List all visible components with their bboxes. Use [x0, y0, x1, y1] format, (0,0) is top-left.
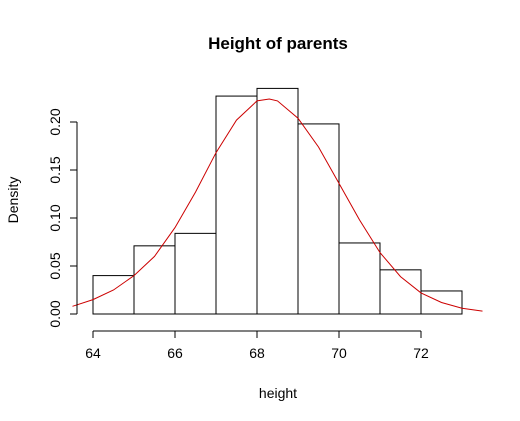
bars-group — [92, 87, 463, 315]
histogram-bar — [92, 275, 135, 315]
y-tick-label: 0.00 — [47, 300, 63, 327]
histogram-bar — [174, 232, 217, 315]
y-tick-label: 0.10 — [47, 204, 63, 231]
density-curve — [72, 98, 483, 312]
x-axis-label: height — [259, 385, 297, 401]
x-tick-label: 64 — [85, 345, 101, 361]
chart-title: Height of parents — [208, 34, 348, 53]
x-tick-label: 72 — [413, 345, 429, 361]
y-tick-label: 0.15 — [47, 156, 63, 183]
x-tick-label: 68 — [249, 345, 265, 361]
histogram-bar — [297, 123, 340, 315]
y-axis: 0.00 0.05 0.10 0.15 0.20 — [47, 108, 78, 328]
x-tick-label: 66 — [167, 345, 183, 361]
y-axis-label: Density — [5, 177, 21, 224]
histogram-bar — [256, 87, 299, 315]
x-axis: 64 66 68 70 72 — [85, 330, 429, 361]
histogram-bar — [338, 242, 381, 315]
y-tick-label: 0.05 — [47, 252, 63, 279]
x-tick-label: 70 — [331, 345, 347, 361]
histogram-bar — [133, 245, 176, 315]
y-tick-label: 0.20 — [47, 108, 63, 135]
histogram-bar — [215, 95, 258, 315]
